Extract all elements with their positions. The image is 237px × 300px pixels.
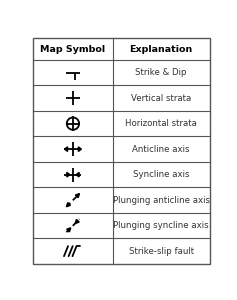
- Text: Strike-slip fault: Strike-slip fault: [128, 247, 194, 256]
- Text: Syncline axis: Syncline axis: [133, 170, 189, 179]
- Text: Strike & Dip: Strike & Dip: [135, 68, 187, 77]
- Text: Horizontal strata: Horizontal strata: [125, 119, 197, 128]
- Polygon shape: [76, 172, 79, 177]
- Text: Anticline axis: Anticline axis: [132, 145, 190, 154]
- Polygon shape: [67, 228, 71, 232]
- Text: Map Symbol: Map Symbol: [40, 45, 105, 54]
- Text: Plunging syncline axis: Plunging syncline axis: [113, 221, 209, 230]
- Text: Explanation: Explanation: [129, 45, 193, 54]
- Text: Vertical strata: Vertical strata: [131, 94, 191, 103]
- Polygon shape: [66, 202, 70, 207]
- Polygon shape: [64, 147, 68, 152]
- Polygon shape: [75, 219, 79, 224]
- Polygon shape: [75, 194, 79, 198]
- Polygon shape: [67, 172, 70, 177]
- Text: Plunging anticline axis: Plunging anticline axis: [113, 196, 210, 205]
- Polygon shape: [78, 147, 82, 152]
